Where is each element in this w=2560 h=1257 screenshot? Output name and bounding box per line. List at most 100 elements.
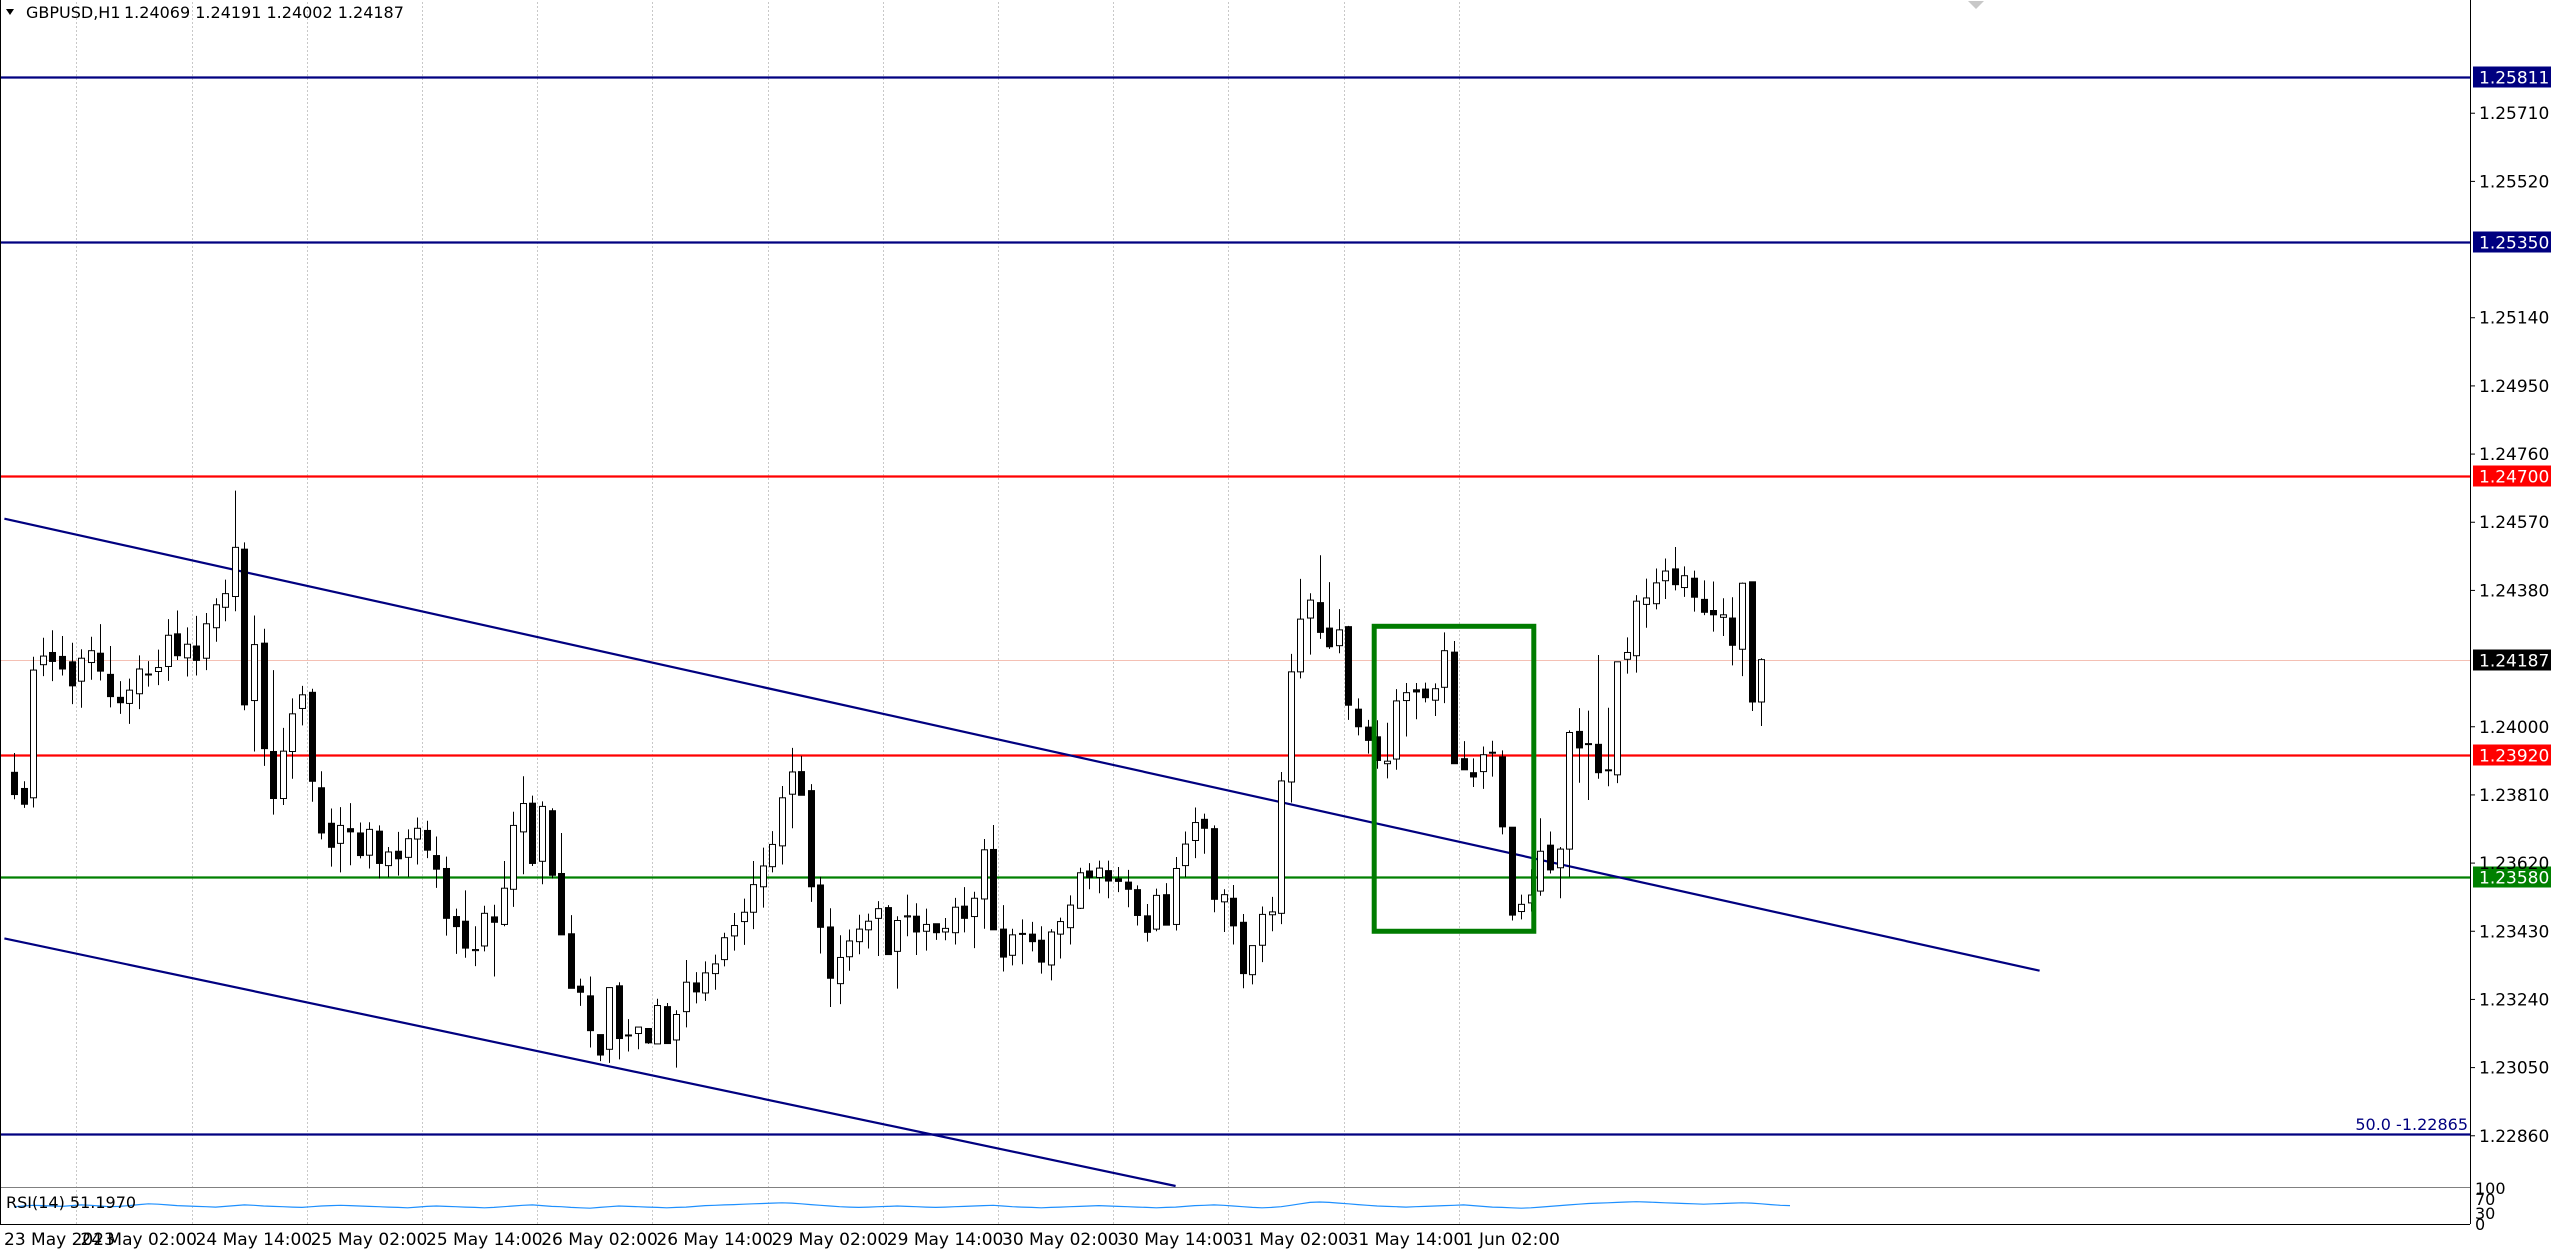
- candle-body: [606, 987, 613, 1050]
- horizontal-levels: 1.25811 1.25350 1.24700 1.23920 1.23580: [0, 66, 2551, 1136]
- candle-body: [1249, 945, 1256, 976]
- level-price-tag-text: 1.23580: [2479, 869, 2549, 889]
- price-tick-label: 1.24380: [2479, 581, 2549, 601]
- candle-body: [1624, 651, 1631, 660]
- candle-body: [510, 824, 517, 890]
- price-tick-label: 1.23620: [2479, 854, 2549, 874]
- price-tick-label: 1.22860: [2479, 1127, 2549, 1147]
- candle-body: [385, 851, 392, 867]
- candle-body: [1749, 581, 1756, 703]
- candle-body: [1710, 610, 1717, 616]
- candle-body: [501, 887, 508, 925]
- candle-body: [1125, 881, 1132, 890]
- candle-body: [1509, 826, 1516, 916]
- candle-body: [30, 669, 37, 799]
- candle-body: [1345, 626, 1352, 706]
- current-price-tag-text: 1.24187: [2479, 652, 2549, 672]
- candle-body: [1566, 731, 1573, 850]
- candle-body: [741, 911, 748, 923]
- candle-body: [289, 713, 296, 753]
- price-tick-label: 1.23050: [2479, 1059, 2549, 1079]
- candle-body: [213, 604, 220, 629]
- price-tick-label: 1.24760: [2479, 445, 2549, 465]
- candle-body: [549, 810, 556, 876]
- candle-body: [1585, 743, 1592, 746]
- candle-body: [808, 790, 815, 888]
- time-label: 26 May 02:00: [541, 1230, 658, 1250]
- candle-body: [587, 995, 594, 1032]
- candle-body: [347, 828, 354, 833]
- candle-body: [673, 1013, 680, 1041]
- candle-body: [366, 828, 373, 856]
- candle-body: [1729, 617, 1736, 646]
- candle-body: [136, 668, 143, 695]
- candle-body: [664, 1006, 671, 1045]
- time-label: 31 May 02:00: [1232, 1230, 1349, 1250]
- candle-body: [443, 867, 450, 919]
- candle-body: [558, 872, 565, 936]
- candle-body: [1240, 921, 1247, 975]
- candle-body: [395, 850, 402, 860]
- fib-level-label: 50.0 -1.22865: [2355, 1115, 2468, 1134]
- candle-body: [328, 822, 335, 848]
- candle-body: [357, 832, 364, 857]
- candle-body: [760, 865, 767, 888]
- candle-body: [1153, 894, 1160, 930]
- highlight-box-group: [1371, 623, 1537, 934]
- chart-shift-icon[interactable]: [1968, 1, 1984, 9]
- candle-body: [1038, 939, 1045, 963]
- rsi-scale-label: 70: [2475, 1190, 2495, 1209]
- candle-body: [846, 940, 853, 958]
- chart-header[interactable]: GBPUSD,H1 1.24069 1.24191 1.24002 1.2418…: [6, 3, 404, 22]
- level-price-tag: [2473, 66, 2551, 88]
- candle-body: [453, 916, 460, 928]
- time-label: 31 May 14:00: [1348, 1230, 1465, 1250]
- channel-lower-trendline: [4, 937, 1176, 1188]
- candle-body: [174, 633, 181, 657]
- candle-body: [232, 546, 239, 598]
- candle-body: [529, 802, 536, 864]
- candle-body: [69, 661, 76, 687]
- symbol-timeframe: GBPUSD,H1: [26, 3, 121, 22]
- time-label: 29 May 14:00: [887, 1230, 1004, 1250]
- time-label: 24 May 02:00: [80, 1230, 197, 1250]
- candlesticks: [11, 490, 1765, 1068]
- dropdown-triangle-icon[interactable]: [6, 9, 14, 15]
- candle-body: [126, 689, 133, 704]
- candle-body: [520, 803, 527, 833]
- level-price-tag-text: 1.24700: [2479, 468, 2549, 488]
- candle-body: [299, 694, 306, 709]
- candle-body: [1758, 659, 1765, 703]
- price-tick-label: 1.23240: [2479, 990, 2549, 1010]
- candle-body: [712, 963, 719, 975]
- candle-body: [1441, 650, 1448, 688]
- candle-body: [961, 905, 968, 919]
- candle-body: [1739, 582, 1746, 650]
- candle-body: [875, 908, 882, 919]
- candle-body: [1029, 933, 1036, 943]
- candle-body: [798, 771, 805, 796]
- candle-body: [49, 651, 56, 662]
- candle-body: [1278, 780, 1285, 914]
- candle-body: [1403, 692, 1410, 702]
- highlight-box: [1371, 623, 1537, 934]
- candle-body: [1691, 577, 1698, 598]
- candle-body: [1163, 894, 1170, 926]
- candle-body: [251, 644, 258, 702]
- candle-body: [913, 915, 920, 933]
- rsi-scale-label: 100: [2475, 1179, 2506, 1198]
- candle-body: [1518, 903, 1525, 913]
- candle-body: [241, 548, 248, 706]
- candle-body: [1009, 934, 1016, 956]
- candle-body: [1557, 848, 1564, 869]
- candle-body: [539, 805, 546, 862]
- time-label: 29 May 02:00: [772, 1230, 889, 1250]
- candle-body: [1211, 828, 1218, 900]
- candle-body: [1269, 911, 1276, 916]
- ohlc-values: 1.24069 1.24191 1.24002 1.24187: [124, 3, 404, 22]
- candle-body: [88, 650, 95, 664]
- level-price-tag: [2473, 866, 2551, 888]
- candle-body: [1393, 700, 1400, 760]
